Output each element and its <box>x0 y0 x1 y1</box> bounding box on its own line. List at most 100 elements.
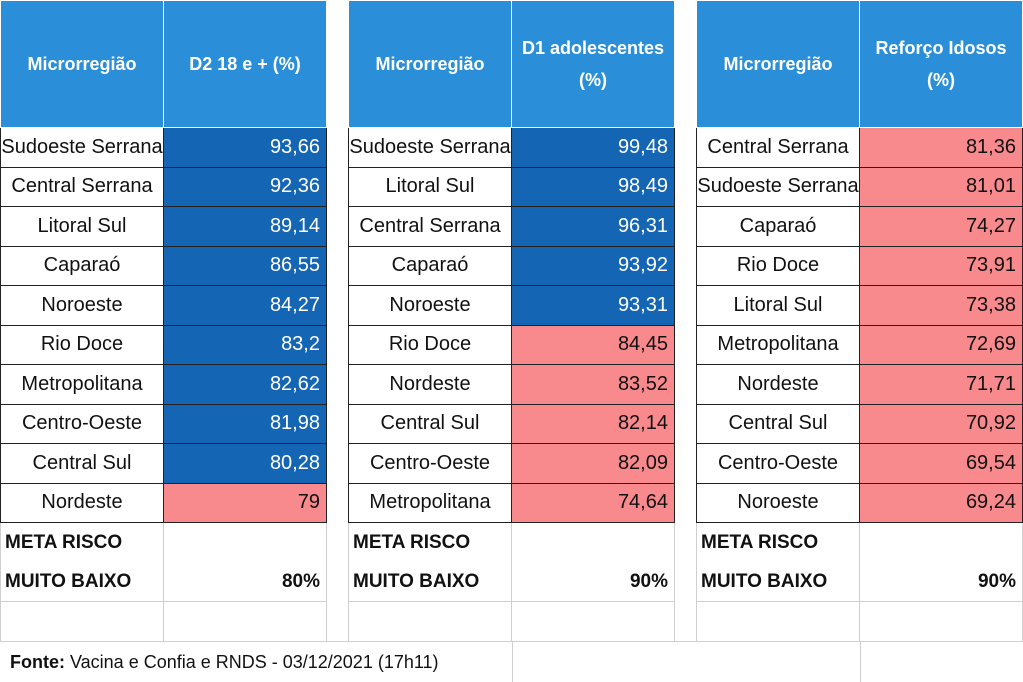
table-row: Centro-Oeste 82,09 <box>348 443 675 484</box>
source-label: Fonte: <box>10 652 65 672</box>
table-d1-adolescentes: Microrregião D1 adolescentes (%) Sudoeste … <box>348 0 675 642</box>
vaccination-table: Microrregião D1 adolescentes (%) Sudoeste … <box>348 0 675 642</box>
coverage-value-cell: 74,64 <box>511 482 675 523</box>
region-name-cell: Metropolitana <box>0 364 164 405</box>
coverage-value-cell: 73,91 <box>859 245 1023 286</box>
source-text: Vacina e Confia e RNDS - 03/12/2021 (17h… <box>64 652 439 672</box>
region-name-cell: Sudoeste Serrana <box>0 127 164 168</box>
goal-value: 80% <box>163 522 327 602</box>
coverage-value-cell: 74,27 <box>859 206 1023 247</box>
empty-cell <box>696 601 860 642</box>
coverage-value-cell: 71,71 <box>859 364 1023 405</box>
coverage-value-cell: 80,28 <box>163 443 327 484</box>
table-d2-adultos: Microrregião D2 18 e + (%) Sudoeste Serran… <box>0 0 327 642</box>
footer-grid-line <box>512 641 513 682</box>
table-row: Noroeste 93,31 <box>348 285 675 326</box>
table-row: Rio Doce 83,2 <box>0 324 327 365</box>
coverage-value-cell: 69,54 <box>859 443 1023 484</box>
coverage-value-cell: 73,38 <box>859 285 1023 326</box>
region-name-cell: Noroeste <box>0 285 164 326</box>
value-column-header: D2 18 e + (%) <box>163 0 327 128</box>
coverage-value-cell: 93,31 <box>511 285 675 326</box>
region-column-header: Microrregião <box>348 0 512 128</box>
region-name-cell: Litoral Sul <box>348 166 512 207</box>
goal-row: META RISCO MUITO BAIXO 90% <box>696 522 1023 602</box>
coverage-value-cell: 72,69 <box>859 324 1023 365</box>
region-name-cell: Centro-Oeste <box>696 443 860 484</box>
goal-label-line2: MUITO BAIXO <box>353 571 480 592</box>
coverage-value-cell: 81,36 <box>859 127 1023 168</box>
table-row: Caparaó 74,27 <box>696 206 1023 247</box>
empty-row <box>696 601 1023 642</box>
table-row: Litoral Sul 73,38 <box>696 285 1023 326</box>
table-row: Sudoeste Serrana 99,48 <box>348 127 675 168</box>
table-row: Nordeste 83,52 <box>348 364 675 405</box>
table-row: Metropolitana 72,69 <box>696 324 1023 365</box>
table-row: Central Serrana 92,36 <box>0 166 327 207</box>
table-row: Metropolitana 82,62 <box>0 364 327 405</box>
value-column-header: Reforço Idosos (%) <box>859 0 1023 128</box>
empty-cell <box>163 601 327 642</box>
region-name-cell: Caparaó <box>0 245 164 286</box>
table-row: Litoral Sul 98,49 <box>348 166 675 207</box>
header-row: Microrregião Reforço Idosos (%) <box>696 0 1023 128</box>
empty-cell <box>348 601 512 642</box>
footer-grid-line <box>860 641 861 682</box>
header-row: Microrregião D1 adolescentes (%) <box>348 0 675 128</box>
coverage-value-cell: 83,2 <box>163 324 327 365</box>
goal-label-line2: MUITO BAIXO <box>5 571 132 592</box>
table-reforco-idosos: Microrregião Reforço Idosos (%) Central Se… <box>696 0 1023 642</box>
goal-label: META RISCO MUITO BAIXO <box>696 522 860 602</box>
coverage-value-cell: 69,24 <box>859 482 1023 523</box>
table-row: Rio Doce 73,91 <box>696 245 1023 286</box>
region-name-cell: Rio Doce <box>696 245 860 286</box>
region-name-cell: Central Serrana <box>0 166 164 207</box>
coverage-value-cell: 93,92 <box>511 245 675 286</box>
empty-cell <box>511 601 675 642</box>
table-row: Sudoeste Serrana 93,66 <box>0 127 327 168</box>
table-row: Rio Doce 84,45 <box>348 324 675 365</box>
empty-cell <box>859 601 1023 642</box>
coverage-value-cell: 82,09 <box>511 443 675 484</box>
goal-label: META RISCO MUITO BAIXO <box>0 522 164 602</box>
coverage-value-cell: 82,14 <box>511 403 675 444</box>
goal-label-line1: META RISCO <box>701 532 819 553</box>
coverage-value-cell: 96,31 <box>511 206 675 247</box>
value-column-header: D1 adolescentes (%) <box>511 0 675 128</box>
vaccination-table: Microrregião D2 18 e + (%) Sudoeste Serran… <box>0 0 327 642</box>
empty-row <box>348 601 675 642</box>
table-row: Litoral Sul 89,14 <box>0 206 327 247</box>
region-name-cell: Centro-Oeste <box>348 443 512 484</box>
table-row: Central Serrana 96,31 <box>348 206 675 247</box>
table-row: Central Sul 70,92 <box>696 403 1023 444</box>
coverage-value-cell: 79 <box>163 482 327 523</box>
vaccination-table: Microrregião Reforço Idosos (%) Central Se… <box>696 0 1023 642</box>
coverage-value-cell: 81,01 <box>859 166 1023 207</box>
region-column-header: Microrregião <box>0 0 164 128</box>
table-row: Central Sul 82,14 <box>348 403 675 444</box>
goal-label-line2: MUITO BAIXO <box>701 571 828 592</box>
source-footer: Fonte: Vacina e Confia e RNDS - 03/12/20… <box>0 641 1023 682</box>
goal-row: META RISCO MUITO BAIXO 90% <box>348 522 675 602</box>
region-name-cell: Caparaó <box>348 245 512 286</box>
region-name-cell: Central Sul <box>348 403 512 444</box>
region-name-cell: Central Sul <box>696 403 860 444</box>
table-row: Caparaó 93,92 <box>348 245 675 286</box>
coverage-value-cell: 83,52 <box>511 364 675 405</box>
coverage-value-cell: 84,45 <box>511 324 675 365</box>
region-name-cell: Caparaó <box>696 206 860 247</box>
table-row: Centro-Oeste 69,54 <box>696 443 1023 484</box>
table-row: Nordeste 79 <box>0 482 327 523</box>
goal-value: 90% <box>511 522 675 602</box>
region-name-cell: Sudoeste Serrana <box>696 166 860 207</box>
table-row: Noroeste 84,27 <box>0 285 327 326</box>
table-row: Nordeste 71,71 <box>696 364 1023 405</box>
coverage-value-cell: 81,98 <box>163 403 327 444</box>
table-row: Sudoeste Serrana 81,01 <box>696 166 1023 207</box>
goal-label: META RISCO MUITO BAIXO <box>348 522 512 602</box>
region-name-cell: Noroeste <box>696 482 860 523</box>
region-name-cell: Nordeste <box>696 364 860 405</box>
region-column-header: Microrregião <box>696 0 860 128</box>
goal-value: 90% <box>859 522 1023 602</box>
region-name-cell: Rio Doce <box>348 324 512 365</box>
